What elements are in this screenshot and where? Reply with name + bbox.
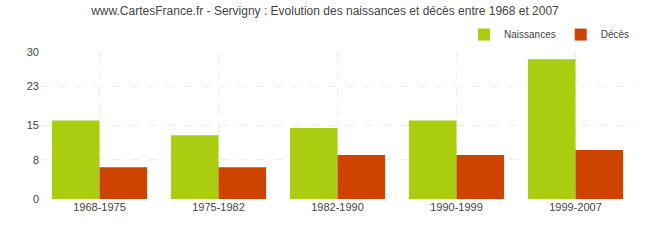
svg-text:Naissances: Naissances (504, 29, 556, 40)
svg-text:Décès: Décès (601, 29, 629, 40)
svg-text:23: 23 (27, 80, 39, 92)
svg-text:30: 30 (27, 46, 39, 58)
svg-text:15: 15 (27, 119, 39, 131)
svg-text:www.CartesFrance.fr - Servigny: www.CartesFrance.fr - Servigny : Evoluti… (90, 4, 559, 18)
svg-text:8: 8 (33, 154, 39, 166)
svg-text:1999-2007: 1999-2007 (549, 201, 602, 213)
svg-text:1990-1999: 1990-1999 (430, 201, 483, 213)
svg-text:1968-1975: 1968-1975 (73, 201, 126, 213)
svg-text:0: 0 (33, 193, 39, 205)
svg-text:1982-1990: 1982-1990 (311, 201, 364, 213)
svg-text:1975-1982: 1975-1982 (192, 201, 245, 213)
